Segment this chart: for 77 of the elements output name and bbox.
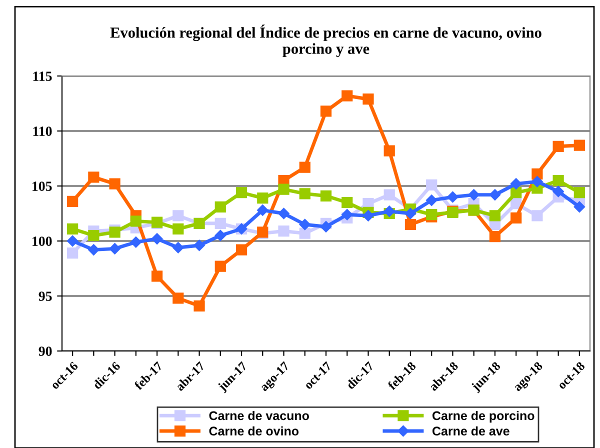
point (109, 243, 120, 254)
point (489, 231, 501, 242)
point (510, 178, 522, 190)
point (67, 196, 78, 207)
point (384, 206, 395, 217)
point (510, 212, 522, 224)
point (172, 292, 184, 304)
point (214, 260, 226, 272)
legend-label: Carne de porcino (432, 410, 534, 423)
point (384, 145, 395, 156)
point (404, 218, 416, 230)
y-tick-label: 90 (38, 346, 52, 356)
point (151, 233, 163, 244)
point (130, 216, 142, 227)
point (489, 210, 501, 222)
point (362, 94, 374, 105)
point (236, 187, 248, 198)
y-tick-label: 95 (38, 292, 52, 301)
point (109, 178, 120, 190)
point (172, 223, 184, 234)
point (214, 201, 226, 212)
point (532, 210, 543, 222)
point (342, 208, 353, 220)
point (320, 190, 332, 202)
point (214, 230, 226, 242)
point (320, 221, 332, 232)
point (278, 184, 290, 195)
point (574, 201, 586, 213)
legend-label: Carne de ave (432, 426, 510, 436)
point (299, 162, 310, 173)
point (278, 226, 290, 237)
point (489, 189, 501, 200)
point (67, 248, 78, 259)
point (552, 174, 564, 186)
point (88, 244, 100, 256)
point (67, 223, 78, 234)
point (299, 228, 310, 239)
point (194, 300, 205, 312)
point (299, 218, 310, 230)
point (384, 189, 395, 200)
point (278, 208, 290, 220)
point (342, 90, 353, 102)
point (172, 242, 184, 254)
point (130, 236, 142, 248)
point (88, 230, 100, 242)
legend-label: Carne de ovino (209, 426, 299, 436)
point (320, 106, 332, 117)
y-tick-label: 110 (33, 126, 52, 136)
y-tick-label: 105 (32, 182, 52, 191)
y-tick-label: 100 (32, 236, 52, 246)
point (299, 188, 310, 200)
chart-title: Evolución regional del Índice de precios en carne de vacuno, ovino porcino y ave (110, 24, 542, 58)
point (257, 192, 268, 204)
point (468, 189, 480, 200)
point (342, 196, 353, 208)
point (88, 172, 100, 183)
point (109, 226, 120, 238)
point (236, 244, 248, 256)
point (362, 210, 374, 222)
point (532, 176, 543, 188)
point (426, 179, 438, 190)
point (194, 240, 205, 252)
point (214, 218, 226, 229)
y-tick-label: 115 (33, 72, 52, 81)
point (404, 208, 416, 220)
point (151, 270, 163, 282)
point (574, 187, 585, 198)
point (510, 187, 522, 198)
legend-label: Carne de vacuno (209, 410, 309, 420)
point (257, 204, 268, 216)
point (426, 194, 438, 206)
point (172, 210, 184, 222)
point (574, 140, 585, 151)
point (552, 140, 564, 152)
point (552, 186, 564, 198)
point (66, 235, 78, 247)
point (447, 191, 458, 203)
